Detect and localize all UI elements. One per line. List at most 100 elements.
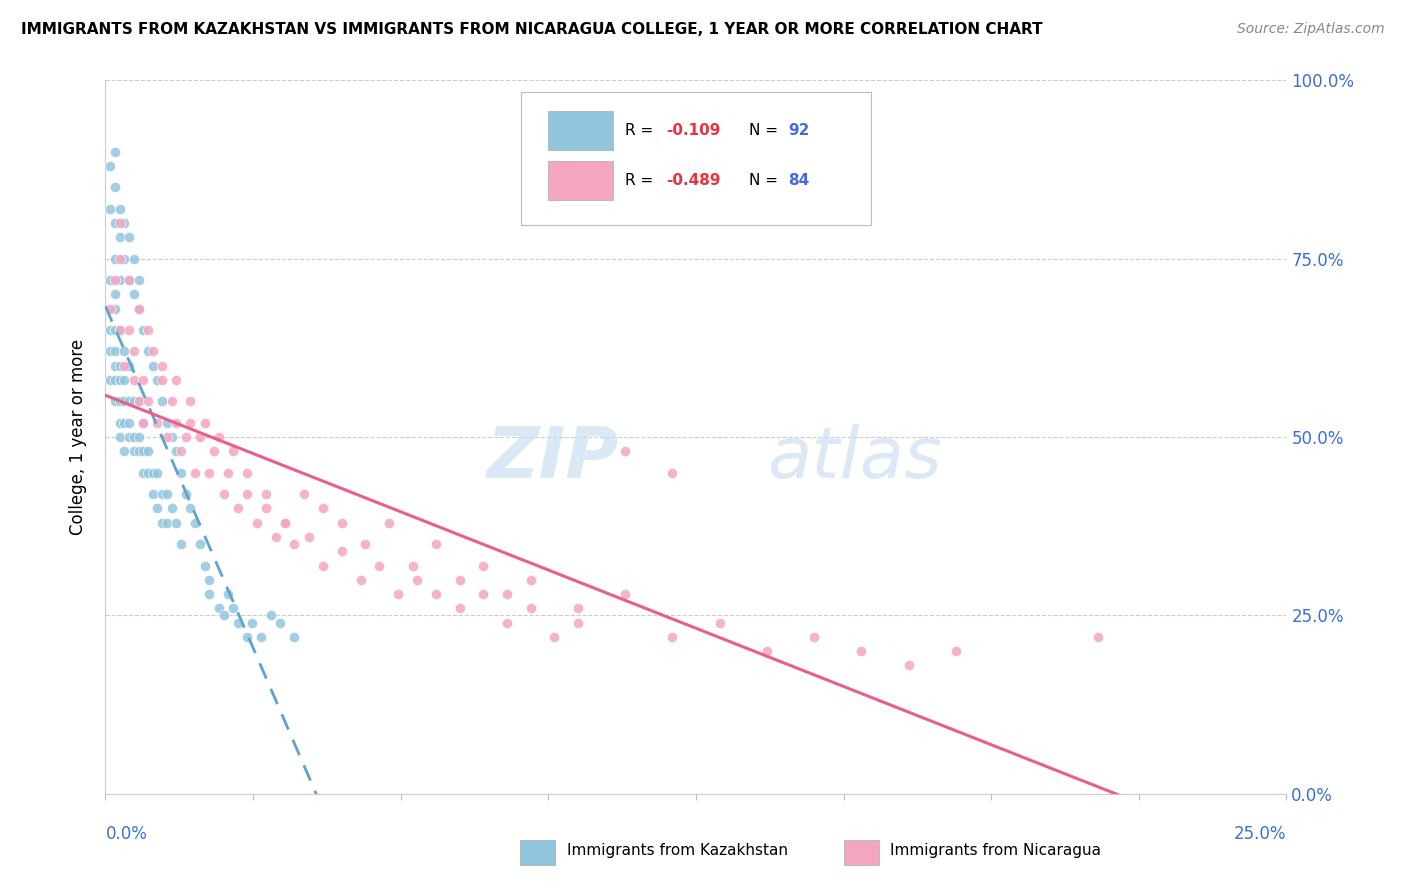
Point bbox=[142, 466, 165, 480]
Point bbox=[104, 301, 127, 316]
Text: N =: N = bbox=[749, 173, 783, 187]
Point bbox=[104, 216, 127, 230]
Point bbox=[240, 615, 263, 630]
Point bbox=[312, 558, 335, 573]
Point bbox=[132, 416, 155, 430]
Point bbox=[543, 630, 565, 644]
Point bbox=[472, 558, 495, 573]
Point bbox=[122, 444, 145, 458]
Point bbox=[401, 558, 423, 573]
Point bbox=[519, 601, 541, 615]
Point bbox=[661, 466, 683, 480]
Point bbox=[755, 644, 778, 658]
Point bbox=[803, 630, 825, 644]
Point bbox=[150, 359, 173, 373]
Point bbox=[226, 501, 249, 516]
Point bbox=[112, 416, 135, 430]
Point bbox=[108, 273, 131, 287]
Point bbox=[132, 444, 155, 458]
Point bbox=[112, 359, 135, 373]
Text: -0.489: -0.489 bbox=[666, 173, 721, 187]
Point bbox=[98, 202, 121, 216]
Text: Immigrants from Kazakhstan: Immigrants from Kazakhstan bbox=[567, 844, 787, 858]
Point bbox=[260, 608, 283, 623]
Point bbox=[112, 444, 135, 458]
Point bbox=[184, 466, 207, 480]
Point bbox=[156, 487, 179, 501]
Point bbox=[292, 487, 315, 501]
Point bbox=[198, 466, 221, 480]
Point bbox=[425, 537, 447, 551]
Point bbox=[274, 516, 297, 530]
Point bbox=[132, 373, 155, 387]
Point bbox=[112, 373, 135, 387]
Point bbox=[897, 658, 920, 673]
Point bbox=[136, 466, 159, 480]
Point bbox=[614, 587, 637, 601]
Point bbox=[198, 587, 221, 601]
Point bbox=[122, 252, 145, 266]
Point bbox=[156, 430, 179, 444]
Point bbox=[165, 373, 187, 387]
Point bbox=[118, 230, 141, 244]
Point bbox=[142, 344, 165, 359]
Point bbox=[217, 587, 239, 601]
Point bbox=[104, 180, 127, 194]
Text: 84: 84 bbox=[789, 173, 810, 187]
Point bbox=[174, 430, 197, 444]
Point bbox=[112, 344, 135, 359]
Y-axis label: College, 1 year or more: College, 1 year or more bbox=[69, 339, 87, 535]
Point bbox=[567, 601, 589, 615]
Point bbox=[118, 359, 141, 373]
Point bbox=[118, 416, 141, 430]
Point bbox=[188, 430, 211, 444]
Point bbox=[146, 373, 169, 387]
Point bbox=[122, 287, 145, 301]
Point bbox=[212, 608, 235, 623]
Text: IMMIGRANTS FROM KAZAKHSTAN VS IMMIGRANTS FROM NICARAGUA COLLEGE, 1 YEAR OR MORE : IMMIGRANTS FROM KAZAKHSTAN VS IMMIGRANTS… bbox=[21, 22, 1043, 37]
Point bbox=[264, 530, 287, 544]
Point bbox=[98, 273, 121, 287]
Point bbox=[104, 394, 127, 409]
Text: 92: 92 bbox=[789, 123, 810, 137]
Point bbox=[250, 630, 273, 644]
Point bbox=[165, 416, 187, 430]
Point bbox=[496, 587, 519, 601]
Point bbox=[104, 323, 127, 337]
Point bbox=[709, 615, 731, 630]
Point bbox=[160, 430, 183, 444]
Point bbox=[150, 487, 173, 501]
Point bbox=[128, 444, 150, 458]
Point bbox=[194, 416, 217, 430]
Point bbox=[472, 587, 495, 601]
Point bbox=[226, 615, 249, 630]
Point bbox=[349, 573, 371, 587]
Point bbox=[128, 394, 150, 409]
Point bbox=[165, 444, 187, 458]
Point bbox=[136, 394, 159, 409]
Point bbox=[108, 394, 131, 409]
Point bbox=[368, 558, 391, 573]
Point bbox=[174, 487, 197, 501]
Point bbox=[222, 601, 245, 615]
Point bbox=[198, 573, 221, 587]
Point bbox=[851, 644, 873, 658]
Point bbox=[254, 501, 277, 516]
Point bbox=[108, 323, 131, 337]
Point bbox=[108, 252, 131, 266]
Point bbox=[519, 573, 541, 587]
Point bbox=[118, 323, 141, 337]
Point bbox=[108, 359, 131, 373]
Point bbox=[165, 516, 187, 530]
Point bbox=[156, 516, 179, 530]
Point bbox=[98, 344, 121, 359]
Point bbox=[122, 373, 145, 387]
Point bbox=[160, 394, 183, 409]
Point bbox=[122, 344, 145, 359]
Point bbox=[330, 516, 353, 530]
Point bbox=[212, 487, 235, 501]
Point bbox=[132, 416, 155, 430]
Text: Source: ZipAtlas.com: Source: ZipAtlas.com bbox=[1237, 22, 1385, 37]
Point bbox=[118, 394, 141, 409]
Text: Immigrants from Nicaragua: Immigrants from Nicaragua bbox=[890, 844, 1101, 858]
